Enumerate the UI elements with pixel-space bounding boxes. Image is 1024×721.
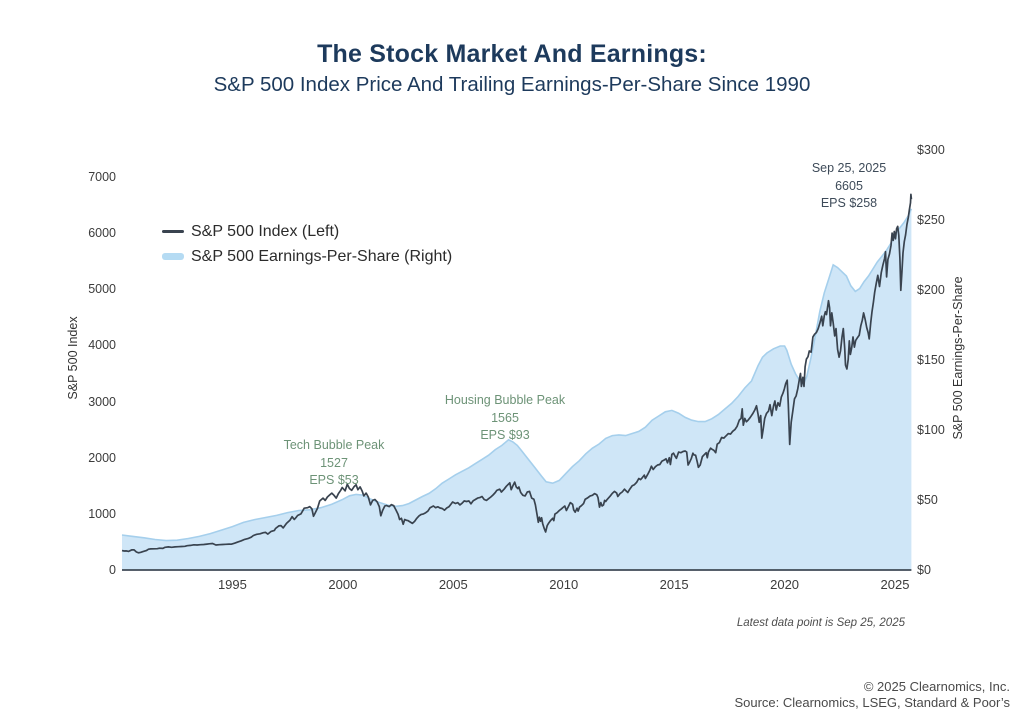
annotation-line: Sep 25, 2025 xyxy=(811,161,887,175)
annotation-line: 6605 xyxy=(835,178,863,193)
annotation-latest-point: Sep 25, 2025 6605 EPS $258 xyxy=(774,160,924,213)
legend-item-index: S&P 500 Index (Left) xyxy=(162,219,452,244)
y-right-axis-title: S&P 500 Earnings-Per-Share xyxy=(951,276,965,440)
source-text: Source: Clearnomics, LSEG, Standard & Po… xyxy=(734,695,1010,710)
eps-area xyxy=(122,208,912,571)
y-right-tick-label: $250 xyxy=(917,213,945,227)
chart-subtitle: S&P 500 Index Price And Trailing Earning… xyxy=(213,73,811,96)
y-left-tick-label: 6000 xyxy=(88,226,116,241)
y-right-tick-label: $200 xyxy=(917,283,945,297)
x-tick-label: 2000 xyxy=(328,577,358,592)
x-tick-label: 2020 xyxy=(770,577,800,592)
y-left-tick-label: 4000 xyxy=(88,338,116,353)
legend-label: S&P 500 Earnings-Per-Share (Right) xyxy=(191,247,453,265)
y-right-tick-label: $300 xyxy=(917,143,945,157)
annotation-line: EPS $53 xyxy=(309,473,359,487)
latest-data-note: Latest data point is Sep 25, 2025 xyxy=(736,617,905,629)
area-swatch-icon xyxy=(162,253,184,260)
y-right-tick-label: $150 xyxy=(917,353,945,367)
legend: S&P 500 Index (Left) S&P 500 Earnings-Pe… xyxy=(162,219,452,269)
footer: © 2025 Clearnomics, Inc. Source: Clearno… xyxy=(734,679,1010,711)
annotation-line: EPS $258 xyxy=(820,196,878,210)
y-left-axis-title: S&P 500 Index xyxy=(66,316,80,400)
x-tick-label: 2005 xyxy=(438,577,468,592)
y-left-tick-label: 3000 xyxy=(88,394,116,409)
y-right-tick-label: $0 xyxy=(917,563,931,577)
copyright-text: © 2025 Clearnomics, Inc. xyxy=(863,679,1010,694)
y-left-tick-label: 0 xyxy=(109,563,116,577)
annotation-housing-bubble-peak: Housing Bubble Peak 1565 EPS $93 xyxy=(435,392,575,445)
x-tick-label: 2010 xyxy=(549,577,579,592)
annotation-line: EPS $93 xyxy=(480,428,530,442)
annotation-line: Tech Bubble Peak xyxy=(283,438,385,452)
x-tick-label: 1995 xyxy=(217,577,247,592)
y-right-tick-label: $100 xyxy=(917,423,945,437)
eps-area-edge xyxy=(121,208,913,542)
legend-label: S&P 500 Index (Left) xyxy=(191,222,340,240)
annotation-tech-bubble-peak: Tech Bubble Peak 1527 EPS $53 xyxy=(264,437,404,490)
annotation-line: 1565 xyxy=(491,410,519,425)
y-left-tick-label: 5000 xyxy=(88,282,116,297)
y-left-tick-label: 1000 xyxy=(88,506,116,521)
legend-item-eps: S&P 500 Earnings-Per-Share (Right) xyxy=(162,244,452,269)
x-tick-label: 2025 xyxy=(880,577,910,592)
x-tick-label: 2015 xyxy=(659,577,689,592)
y-right-tick-label: $50 xyxy=(917,493,938,507)
y-left-tick-label: 2000 xyxy=(88,450,116,465)
y-left-tick-label: 7000 xyxy=(88,170,116,184)
annotation-line: 1527 xyxy=(320,455,348,470)
chart-title: The Stock Market And Earnings: xyxy=(317,40,707,68)
annotation-line: Housing Bubble Peak xyxy=(444,393,566,407)
line-swatch-icon xyxy=(162,230,184,233)
sp500-line xyxy=(121,193,913,554)
